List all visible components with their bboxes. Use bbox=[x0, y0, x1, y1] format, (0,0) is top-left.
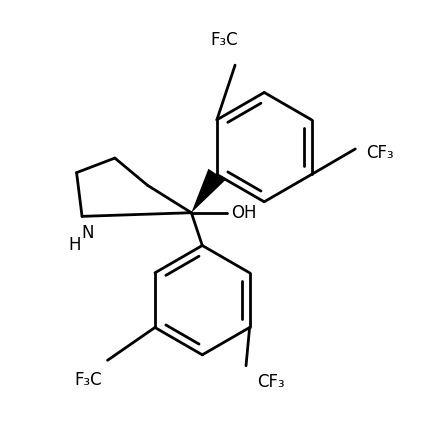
Text: H: H bbox=[68, 236, 81, 254]
Text: F₃C: F₃C bbox=[210, 31, 238, 49]
Text: CF₃: CF₃ bbox=[366, 143, 394, 161]
Text: CF₃: CF₃ bbox=[257, 373, 284, 391]
Text: N: N bbox=[81, 224, 94, 242]
Polygon shape bbox=[191, 169, 225, 213]
Text: OH: OH bbox=[232, 204, 257, 222]
Text: F₃C: F₃C bbox=[75, 371, 102, 389]
